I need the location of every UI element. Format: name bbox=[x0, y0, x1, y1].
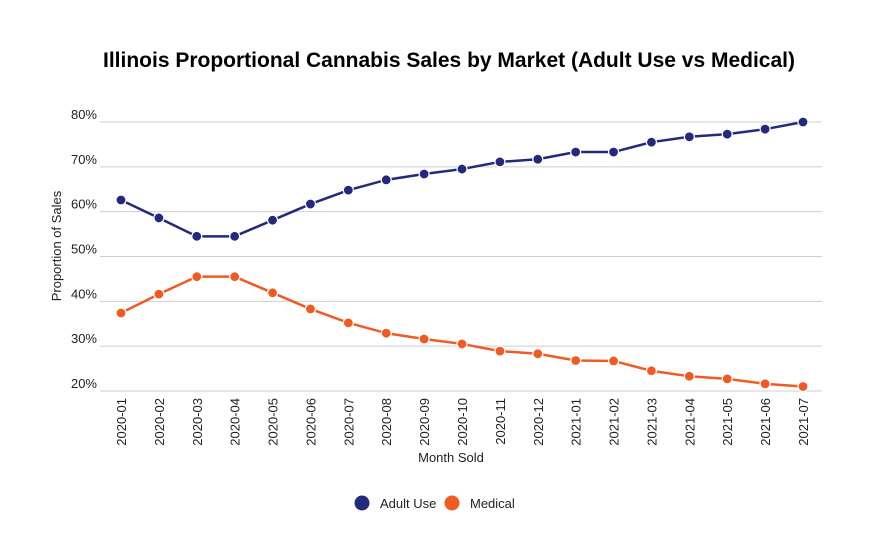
x-tick-label: 2020-12 bbox=[531, 398, 546, 446]
x-tick-label: 2020-04 bbox=[228, 398, 243, 446]
y-tick-label: 50% bbox=[71, 242, 97, 257]
x-tick-label: 2021-05 bbox=[720, 398, 735, 446]
data-point bbox=[456, 338, 468, 350]
data-point bbox=[645, 365, 658, 377]
y-axis-label: Proportion of Sales bbox=[49, 190, 64, 301]
data-point bbox=[380, 327, 392, 339]
x-tick-label: 2020-09 bbox=[417, 398, 432, 446]
data-point bbox=[191, 230, 203, 242]
data-point bbox=[153, 288, 165, 300]
x-tick-label: 2020-02 bbox=[152, 398, 167, 446]
data-point bbox=[607, 355, 620, 367]
y-tick-label: 80% bbox=[71, 107, 97, 122]
legend-marker bbox=[354, 495, 370, 511]
x-tick-label: 2021-04 bbox=[682, 398, 697, 446]
x-tick-label: 2020-06 bbox=[303, 398, 318, 446]
x-tick-label: 2020-03 bbox=[190, 398, 205, 446]
data-point bbox=[456, 163, 468, 175]
x-tick-label: 2020-08 bbox=[379, 398, 394, 446]
data-point bbox=[304, 198, 317, 210]
x-tick-label: 2021-07 bbox=[796, 398, 811, 446]
data-point bbox=[266, 287, 279, 299]
data-point bbox=[759, 378, 771, 390]
data-point bbox=[570, 354, 582, 367]
x-tick-label: 2020-10 bbox=[455, 398, 470, 446]
data-point bbox=[721, 373, 733, 385]
y-tick-label: 60% bbox=[71, 197, 97, 212]
data-point bbox=[494, 156, 506, 168]
data-point bbox=[494, 345, 506, 357]
data-point bbox=[532, 153, 544, 165]
data-point bbox=[115, 307, 127, 319]
data-point bbox=[229, 271, 241, 283]
x-tick-label: 2021-01 bbox=[569, 398, 584, 446]
x-tick-label: 2021-03 bbox=[644, 398, 659, 446]
data-point bbox=[721, 128, 733, 140]
legend-label: Adult Use bbox=[380, 496, 436, 511]
x-tick-label: 2021-06 bbox=[758, 398, 773, 446]
data-point bbox=[229, 230, 241, 242]
data-point bbox=[645, 136, 658, 148]
data-point bbox=[342, 317, 354, 329]
y-tick-label: 20% bbox=[71, 376, 97, 391]
data-point bbox=[266, 214, 279, 226]
data-point bbox=[115, 194, 127, 206]
legend-marker bbox=[444, 495, 460, 511]
data-point bbox=[418, 333, 430, 345]
data-point bbox=[570, 146, 582, 158]
x-tick-label: 2020-07 bbox=[341, 398, 356, 446]
y-tick-label: 30% bbox=[71, 331, 97, 346]
data-point bbox=[191, 271, 203, 283]
data-point bbox=[532, 348, 544, 360]
data-point bbox=[759, 123, 771, 135]
series-line bbox=[120, 275, 804, 388]
data-point bbox=[797, 116, 809, 128]
x-tick-label: 2020-11 bbox=[493, 398, 508, 445]
series-line bbox=[120, 120, 804, 238]
data-point bbox=[342, 184, 354, 196]
x-tick-label: 2020-05 bbox=[266, 398, 281, 446]
data-point bbox=[607, 146, 620, 158]
data-point bbox=[797, 380, 809, 393]
data-point bbox=[380, 174, 392, 186]
x-tick-label: 2020-01 bbox=[114, 398, 129, 446]
y-tick-label: 70% bbox=[71, 152, 97, 167]
x-axis-label: Month Sold bbox=[418, 450, 484, 465]
data-point bbox=[153, 212, 165, 224]
y-tick-label: 40% bbox=[71, 286, 97, 301]
data-point bbox=[304, 303, 317, 315]
chart-title: Illinois Proportional Cannabis Sales by … bbox=[103, 49, 795, 72]
data-point bbox=[683, 370, 695, 382]
legend-label: Medical bbox=[470, 496, 515, 511]
data-point bbox=[683, 131, 695, 143]
x-tick-label: 2021-02 bbox=[607, 398, 622, 446]
data-point bbox=[418, 168, 430, 180]
